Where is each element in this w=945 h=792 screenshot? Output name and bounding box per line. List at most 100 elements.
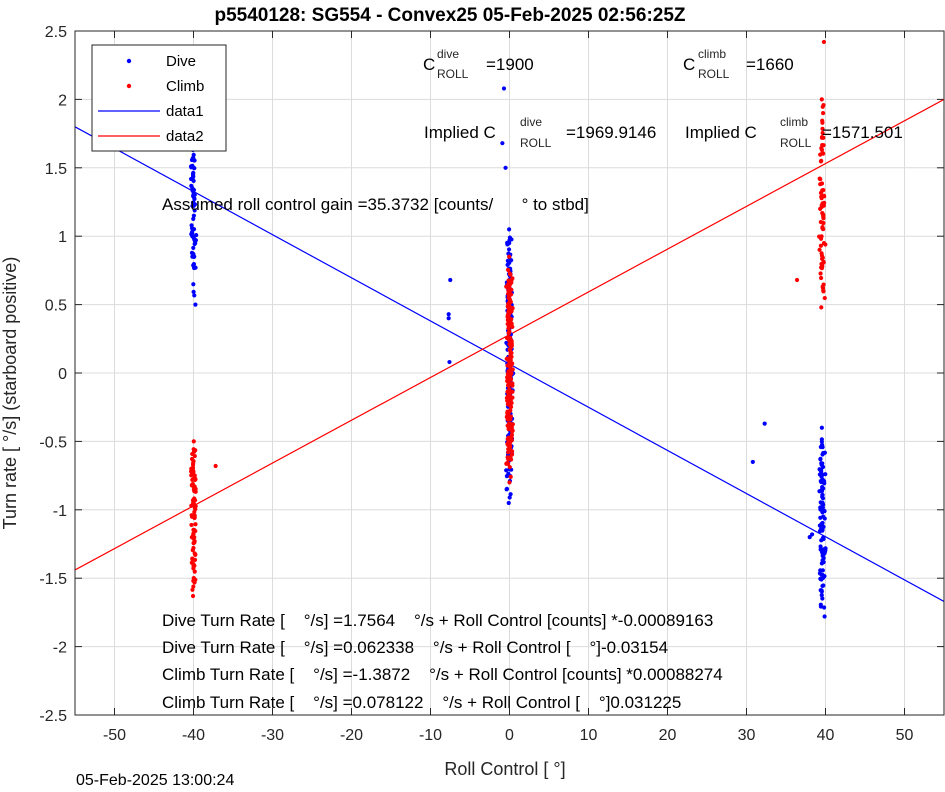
dive-point: [448, 277, 453, 283]
dive-point: [818, 457, 823, 462]
climb-point: [820, 285, 826, 291]
climb-point: [819, 135, 825, 140]
dive-point: [819, 589, 824, 594]
svg-text:dive: dive: [520, 115, 542, 129]
dive-point: [447, 359, 452, 365]
legend-label-data2: data2: [166, 128, 204, 145]
climb-point: [504, 335, 510, 341]
climb-point: [506, 427, 511, 432]
dive-point: [193, 265, 198, 270]
climb-point: [818, 177, 823, 182]
dive-point: [191, 245, 196, 251]
dive-point: [500, 141, 505, 146]
annotation-implied-climb: Implied C climb ROLL =1571.501: [685, 115, 903, 150]
climb-points: [188, 39, 828, 599]
legend-label-dive: Dive: [166, 53, 196, 70]
dive-point: [809, 532, 815, 537]
x-tick-label: -10: [419, 727, 442, 744]
climb-point: [819, 265, 824, 270]
fit-line-text-1: Dive Turn Rate [ °/s] =1.7564 °/s + Roll…: [162, 611, 713, 630]
climb-point: [507, 480, 512, 485]
svg-text:=1660: =1660: [746, 55, 794, 74]
dive-point: [818, 604, 824, 609]
dive-point: [818, 478, 823, 484]
dive-point: [819, 488, 825, 494]
climb-point: [506, 326, 511, 331]
dive-point: [446, 316, 451, 321]
dive-point: [819, 561, 824, 566]
x-tick-label: -50: [103, 727, 126, 744]
annotation-c-roll-climb: C climb ROLL =1660: [683, 47, 794, 81]
dive-point: [818, 505, 823, 510]
dive-point: [819, 521, 824, 527]
climb-point: [506, 439, 511, 445]
dive-point: [505, 258, 510, 263]
dive-point: [818, 544, 823, 549]
climb-point: [190, 477, 195, 482]
dive-point: [190, 186, 195, 191]
climb-point: [509, 292, 514, 297]
dive-point: [817, 529, 823, 534]
climb-point: [507, 254, 512, 259]
annotation-implied-dive: Implied C dive ROLL =1969.9146: [424, 115, 656, 150]
climb-point: [191, 545, 196, 551]
climb-point: [510, 389, 515, 394]
climb-point: [820, 120, 825, 125]
dive-point: [818, 444, 823, 450]
climb-point: [505, 423, 510, 428]
climb-point: [820, 188, 825, 193]
svg-text:ROLL: ROLL: [780, 136, 812, 150]
y-tick-label: -2.5: [39, 708, 67, 725]
climb-point: [192, 569, 197, 574]
x-tick-label: 10: [580, 727, 598, 744]
svg-text:Implied C: Implied C: [424, 123, 496, 142]
dive-point: [505, 262, 510, 267]
dive-point: [191, 178, 196, 183]
dive-point: [191, 213, 196, 218]
dive-point: [507, 240, 512, 246]
dive-point: [819, 538, 824, 543]
dive-point: [504, 474, 510, 479]
climb-point: [190, 557, 195, 562]
climb-point: [191, 584, 196, 589]
timestamp: 05-Feb-2025 13:00:24: [76, 772, 235, 789]
climb-point: [189, 522, 194, 528]
y-tick-label: 0.5: [45, 298, 67, 315]
dive-point: [194, 233, 199, 238]
climb-point: [190, 465, 196, 470]
dive-point: [750, 459, 755, 465]
dive-point: [819, 437, 824, 442]
plot-border: [74, 30, 945, 716]
x-tick-label: 50: [896, 727, 914, 744]
y-tick-label: 1.5: [45, 161, 67, 178]
legend: Dive Climb data1 data2: [91, 44, 227, 152]
climb-point: [510, 361, 515, 366]
climb-point: [818, 236, 824, 241]
dive-point: [507, 495, 512, 500]
climb-point: [505, 389, 510, 394]
climb-point: [507, 409, 512, 414]
y-tick-label: 0: [58, 366, 67, 383]
climb-point: [819, 204, 824, 209]
svg-text:=1969.9146: =1969.9146: [566, 123, 656, 142]
dive-point: [190, 172, 196, 178]
chart-title: p5540128: SG554 - Convex25 05-Feb-2025 0…: [214, 5, 685, 26]
dive-point: [501, 86, 507, 91]
climb-point: [191, 439, 196, 444]
x-tick-label: 40: [817, 727, 835, 744]
dive-point: [191, 261, 197, 267]
climb-point: [505, 375, 510, 380]
climb-point: [506, 369, 511, 375]
climb-point: [193, 504, 198, 509]
climb-point: [818, 182, 823, 187]
svg-text:ROLL: ROLL: [520, 136, 552, 150]
climb-point: [190, 587, 195, 592]
fit-line-text-4: Climb Turn Rate [ °/s] =0.078122 °/s + R…: [162, 693, 681, 712]
dive-point: [819, 425, 824, 430]
y-tick-label: -2: [53, 640, 67, 657]
y-axis-label: Turn rate [ °/s] (starboard positive): [0, 257, 20, 530]
climb-point: [507, 402, 512, 407]
dive-point: [506, 500, 511, 506]
climb-point: [818, 219, 823, 225]
